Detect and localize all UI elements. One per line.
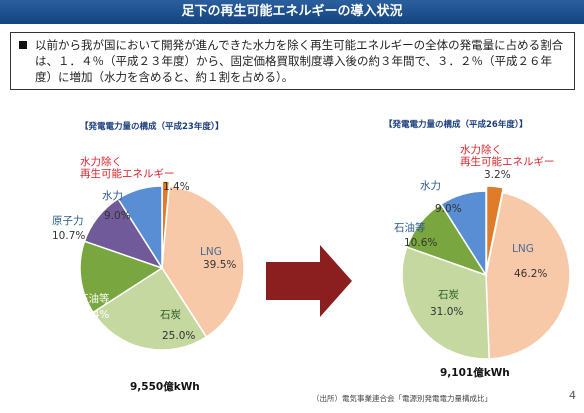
bullet-square-icon <box>19 41 27 49</box>
slice-label-1-1: 石炭 <box>160 309 181 321</box>
total-h26: 9,101億kWh <box>440 367 510 379</box>
pie-slice-2-0 <box>485 191 571 360</box>
page-number: 4 <box>569 389 576 402</box>
slice-label-1-5-1: 再生可能エネルギー <box>80 167 175 180</box>
slice-value-2-4: 3.2% <box>484 169 511 181</box>
slice-label-2-3: 水力 <box>420 179 441 192</box>
pie-slice-1-5 <box>161 180 171 264</box>
pie-slice-1-1 <box>92 266 208 351</box>
slice-value-2-2: 10.6% <box>404 237 437 249</box>
intro-text: 以前から我が国において開発が進んできた水力を除く再生可能エネルギーの全体の発電量… <box>35 38 564 84</box>
slice-label-2-4-0: 水力除く <box>460 143 502 156</box>
pie-chart-h26: LNG 46.2% 石炭 31.0% 石油等 10.6% 水力 9.0% 水力除く再生可能エネル… <box>394 143 571 360</box>
slice-label-2-4-1: 再生可能エネルギー <box>460 155 555 168</box>
chart-title-h23: 【発電電力量の構成（平成23年度）】 <box>80 122 224 132</box>
slice-label-1-5-0: 水力除く <box>80 155 122 168</box>
transition-arrow-icon <box>266 245 352 317</box>
pie-slice-2-4 <box>485 185 505 271</box>
slice-value-1-4: 9.0% <box>104 210 131 222</box>
slice-label-1-4: 水力 <box>102 189 123 202</box>
slice-label-1-0: LNG <box>200 246 222 258</box>
page-title: 足下の再生可能エネルギーの導入状況 <box>0 0 584 24</box>
slice-label-2-2: 石油等 <box>394 221 426 234</box>
slice-label-2-1: 石炭 <box>438 289 459 301</box>
slice-value-2-3: 9.0% <box>435 203 462 215</box>
slice-label-1-3: 原子力 <box>52 214 84 227</box>
total-h23: 9,550億kWh <box>130 381 200 393</box>
pie-slice-2-1 <box>401 246 490 360</box>
slice-label-1-2: 石油等 <box>78 292 110 305</box>
slice-value-1-5: 1.4% <box>163 181 190 193</box>
slice-value-2-0: 46.2% <box>514 268 547 280</box>
chart-title-h26: 【発電電力量の構成（平成26年度）】 <box>384 120 528 130</box>
slice-value-1-1: 25.0% <box>162 330 195 342</box>
slice-value-2-1: 31.0% <box>430 306 463 318</box>
slice-label-2-0: LNG <box>512 243 534 255</box>
slice-value-1-0: 39.5% <box>203 259 236 271</box>
pie-slice-1-2 <box>79 240 164 314</box>
source-note: （出所）電気事業連合会「電源別発電電力量構成比」 <box>312 394 492 403</box>
intro-box: 以前から我が国において開発が進んできた水力を除く再生可能エネルギーの全体の発電量… <box>10 32 575 90</box>
slice-value-1-3: 10.7% <box>52 230 85 242</box>
slice-value-1-2: 14.4% <box>76 309 109 321</box>
